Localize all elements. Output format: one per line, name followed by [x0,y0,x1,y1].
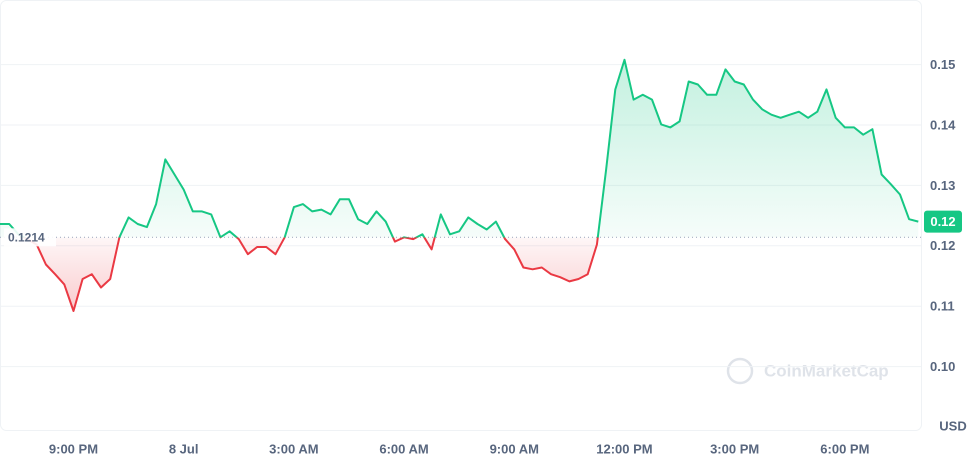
y-tick-label: 0.14 [930,117,956,132]
x-tick-label: 6:00 AM [379,441,428,456]
plot-frame [0,0,922,431]
y-tick-label: 0.15 [930,57,955,72]
x-tick-label: 3:00 PM [710,441,759,456]
watermark-group: CoinMarketCap [726,357,889,385]
baseline-label-bg [4,228,56,247]
y-tick-label: 0.10 [930,359,955,374]
y-tick-label: 0.12 [930,238,955,253]
current-price-bg [924,210,962,233]
x-tick-label: 8 Jul [169,441,199,456]
watermark-logo [726,357,754,385]
y-unit: USD [939,418,966,433]
x-tick-label: 9:00 PM [49,441,98,456]
current-price-label: 0.12 [930,214,955,229]
y-tick-label: 0.13 [930,178,955,193]
price-line [0,58,919,312]
watermark: CoinMarketCap [764,361,889,380]
y-tick-label: 0.11 [930,299,955,314]
x-tick-label: 9:00 AM [490,441,539,456]
baseline-label: 0.1214 [8,231,45,245]
x-tick-label: 6:00 PM [820,441,869,456]
price-area [0,59,919,311]
x-tick-label: 3:00 AM [269,441,318,456]
x-tick-label: 12:00 PM [596,441,652,456]
